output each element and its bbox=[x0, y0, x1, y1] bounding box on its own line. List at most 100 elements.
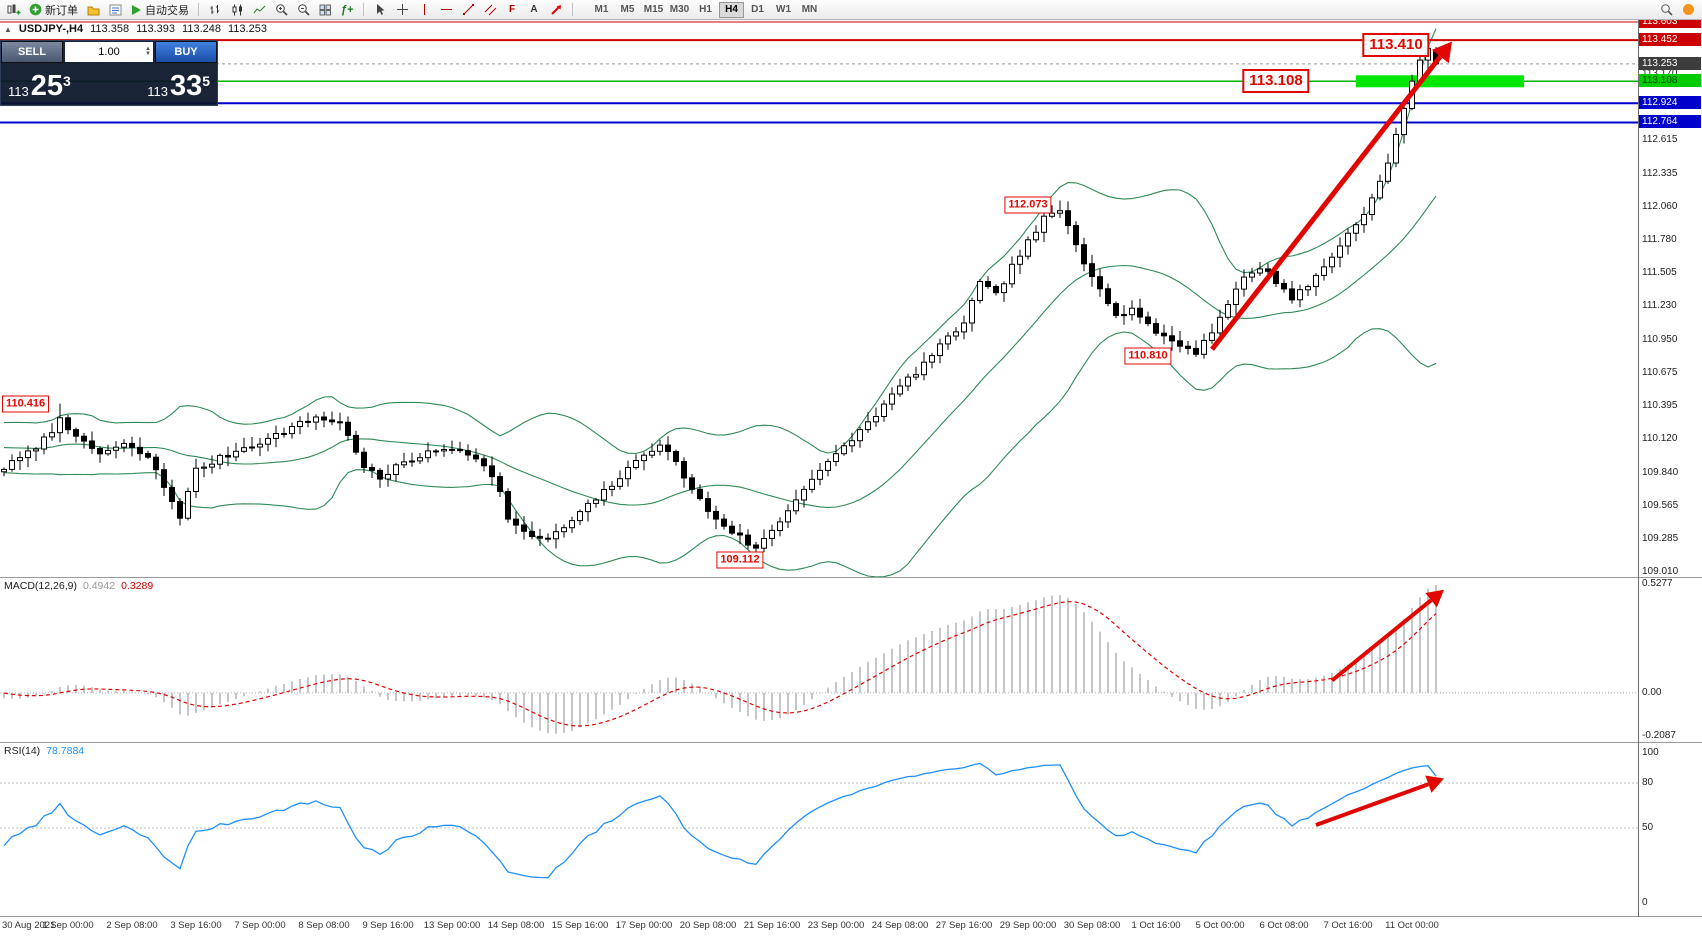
new-order-button[interactable]: 新订单 bbox=[26, 1, 81, 18]
toolbar: 新订单 自动交易 ƒ+ F A M1 M5 M15 M30 H1 H4 D1 W1 MN bbox=[0, 0, 1702, 20]
zoom-in-button[interactable] bbox=[271, 1, 291, 18]
panel-separator[interactable] bbox=[0, 577, 1702, 578]
price-axis-border bbox=[1638, 20, 1639, 917]
ask-main: 113 bbox=[147, 84, 168, 99]
new-order-label: 新订单 bbox=[45, 4, 78, 17]
timeframe-button-m1[interactable]: M1 bbox=[594, 4, 609, 15]
time-axis: 30 Aug 2021 1 Sep 00:00 2 Sep 08:00 3 Sep 1… bbox=[0, 917, 1702, 937]
close-value: 113.253 bbox=[227, 23, 267, 35]
search-icon[interactable] bbox=[1656, 1, 1676, 18]
low-value: 113.248 bbox=[182, 23, 221, 35]
macd-main-value: 0.4942 bbox=[82, 580, 116, 592]
axis-tick-label: 0.5277 bbox=[1642, 578, 1673, 589]
auto-trading-button[interactable]: 自动交易 bbox=[127, 1, 192, 18]
price-badge: 112.924 bbox=[1639, 96, 1701, 109]
time-axis-label: 1 Oct 16:00 bbox=[1131, 920, 1181, 931]
price-annotation: 110.810 bbox=[1124, 347, 1172, 365]
panel-separator[interactable] bbox=[0, 742, 1702, 743]
timeframe-button-m30[interactable]: M30 bbox=[669, 4, 690, 15]
time-axis-label: 7 Sep 00:00 bbox=[234, 920, 286, 931]
axis-tick-label: 109.010 bbox=[1642, 566, 1679, 577]
axis-tick-label: 112.060 bbox=[1642, 201, 1678, 212]
stepper-down-icon[interactable]: ▼ bbox=[145, 51, 151, 57]
axis-tick-label: 110.120 bbox=[1642, 433, 1678, 444]
indicators-button[interactable]: ƒ+ bbox=[340, 3, 354, 16]
lot-size-field[interactable]: 1.00 ▲ ▼ bbox=[65, 42, 153, 62]
time-axis-label: 9 Sep 16:00 bbox=[362, 920, 414, 931]
bar-chart-button[interactable] bbox=[205, 1, 225, 18]
bid-big: 25 bbox=[30, 70, 63, 102]
stepper-up-icon[interactable]: ▲ bbox=[145, 46, 151, 52]
macd-indicator-canvas[interactable] bbox=[0, 578, 1638, 742]
price-annotation: 112.073 bbox=[1004, 196, 1052, 214]
time-axis-label: 23 Sep 00:00 bbox=[807, 920, 865, 931]
tile-windows-button[interactable] bbox=[315, 1, 335, 18]
symbol-marker-icon: ▲ bbox=[4, 24, 12, 34]
line-chart-button[interactable] bbox=[249, 1, 269, 18]
channel-button[interactable] bbox=[480, 1, 500, 18]
price-annotation: 113.108 bbox=[1242, 69, 1310, 93]
price-annotation: 109.112 bbox=[716, 551, 764, 569]
cursor-button[interactable] bbox=[370, 1, 390, 18]
time-axis-label: 11 Oct 00:00 bbox=[1385, 920, 1439, 931]
axis-tick-label: 113.170 bbox=[1642, 67, 1700, 80]
axis-tick-label: 111.505 bbox=[1642, 267, 1677, 278]
history-center-button[interactable] bbox=[83, 1, 103, 18]
time-axis-label: 17 Sep 00:00 bbox=[615, 920, 673, 931]
new-chart-button[interactable] bbox=[4, 1, 24, 18]
price-badge: 112.764 bbox=[1639, 115, 1701, 128]
timeframe-button-w1[interactable]: W1 bbox=[776, 4, 791, 15]
time-axis-label: 2 Sep 08:00 bbox=[106, 920, 158, 931]
horizontal-line-button[interactable] bbox=[436, 1, 456, 18]
arrows-button[interactable] bbox=[546, 1, 566, 18]
crosshair-button[interactable] bbox=[392, 1, 412, 18]
time-axis-label: 13 Sep 00:00 bbox=[423, 920, 481, 931]
time-axis-label: 3 Sep 16:00 bbox=[170, 920, 222, 931]
vertical-line-button[interactable] bbox=[414, 1, 434, 18]
ask-big: 33 bbox=[169, 70, 203, 102]
timeframe-button-m15[interactable]: M15 bbox=[643, 4, 664, 15]
toolbar-separator bbox=[363, 3, 364, 16]
macd-signal-value: 0.3289 bbox=[121, 580, 154, 592]
toolbar-separator bbox=[198, 3, 199, 16]
time-axis-label: 20 Sep 08:00 bbox=[679, 920, 737, 931]
price-chart-canvas[interactable] bbox=[0, 20, 1638, 577]
time-axis-label: 8 Sep 08:00 bbox=[298, 920, 350, 931]
timeframe-button-m5[interactable]: M5 bbox=[620, 4, 635, 15]
sell-button[interactable]: SELL bbox=[1, 41, 63, 63]
time-axis-label: 27 Sep 16:00 bbox=[935, 920, 993, 931]
auto-trading-label: 自动交易 bbox=[145, 4, 189, 17]
buy-button[interactable]: BUY bbox=[155, 41, 217, 63]
ask-sup: 5 bbox=[202, 73, 210, 89]
axis-tick-label: 50 bbox=[1642, 822, 1654, 833]
rsi-indicator-canvas[interactable] bbox=[0, 743, 1638, 916]
market-watch-button[interactable] bbox=[105, 1, 125, 18]
time-axis-label: 7 Oct 16:00 bbox=[1323, 920, 1373, 931]
lot-size-value: 1.00 bbox=[98, 46, 120, 58]
time-axis-label: 21 Sep 16:00 bbox=[743, 920, 801, 931]
zoom-out-button[interactable] bbox=[293, 1, 313, 18]
text-button[interactable]: A bbox=[530, 4, 538, 15]
macd-panel-label: MACD(12,26,9) 0.4942 0.3289 bbox=[4, 580, 153, 592]
price-badge: 113.253 bbox=[1639, 57, 1701, 70]
axis-tick-label: 109.285 bbox=[1642, 533, 1679, 544]
candlestick-chart-button[interactable] bbox=[227, 1, 247, 18]
axis-tick-label: 0 bbox=[1642, 897, 1648, 908]
timeframe-button-h4[interactable]: H4 bbox=[719, 1, 744, 18]
rsi-name: RSI(14) bbox=[4, 745, 41, 757]
axis-tick-label: 110.950 bbox=[1642, 334, 1678, 345]
timeframe-button-mn[interactable]: MN bbox=[801, 4, 818, 15]
time-axis-label: 29 Sep 00:00 bbox=[999, 920, 1057, 931]
timeframe-button-h1[interactable]: H1 bbox=[699, 4, 712, 15]
fibonacci-button[interactable]: F bbox=[508, 4, 516, 15]
time-axis-label: 15 Sep 16:00 bbox=[551, 920, 609, 931]
community-icon[interactable] bbox=[1678, 1, 1698, 18]
high-value: 113.393 bbox=[136, 23, 176, 35]
axis-tick-label: 100 bbox=[1642, 747, 1659, 758]
axis-tick-label: 80 bbox=[1642, 777, 1654, 788]
timeframe-button-d1[interactable]: D1 bbox=[751, 4, 764, 15]
plus-circle-icon bbox=[29, 3, 42, 16]
trendline-button[interactable] bbox=[458, 1, 478, 18]
lot-stepper[interactable]: ▲ ▼ bbox=[145, 42, 151, 62]
